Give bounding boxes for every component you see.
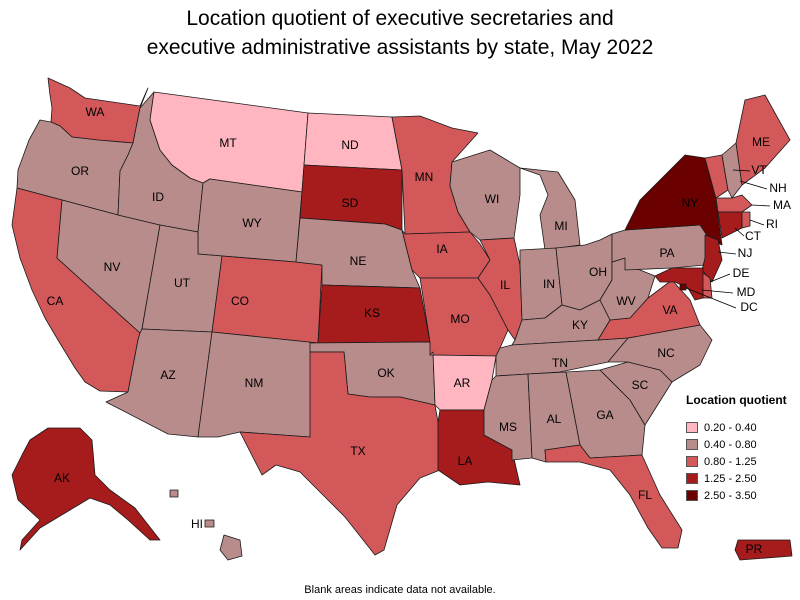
state-il[interactable]: [477, 237, 523, 341]
footnote: Blank areas indicate data not available.: [304, 584, 496, 596]
state-label-mt: MT: [219, 136, 237, 150]
state-ri[interactable]: [741, 211, 751, 229]
state-ma[interactable]: [715, 194, 753, 213]
state-label-nc: NC: [657, 346, 675, 360]
state-hi-island[interactable]: [169, 489, 179, 498]
state-label-pr: PR: [746, 542, 763, 556]
state-label-or: OR: [71, 164, 89, 178]
state-label-nm: NM: [245, 376, 264, 390]
state-hi-island[interactable]: [204, 519, 215, 528]
callout-ma: [751, 204, 771, 207]
state-mi[interactable]: [519, 167, 581, 251]
state-label-ri: RI: [766, 217, 778, 231]
state-label-nj: NJ: [738, 246, 753, 260]
state-label-wi: WI: [485, 192, 500, 206]
state-label-nh: NH: [769, 181, 786, 195]
state-label-dc: DC: [740, 300, 758, 314]
state-label-tx: TX: [350, 444, 365, 458]
state-label-ga: GA: [596, 408, 613, 422]
state-label-wv: WV: [616, 294, 635, 308]
state-label-ky: KY: [572, 318, 588, 332]
state-label-tn: TN: [552, 356, 568, 370]
legend-swatch-4: [686, 490, 698, 501]
us-states-map: WA OR CA NV ID MT WY UT AZ CO NM ND SD N…: [11, 77, 793, 561]
legend-label-3: 1.25 - 2.50: [704, 473, 757, 485]
state-label-in: IN: [543, 277, 555, 291]
state-label-fl: FL: [638, 488, 652, 502]
state-label-mn: MN: [415, 170, 434, 184]
legend-label-2: 0.80 - 1.25: [704, 456, 757, 468]
callout-vt: [732, 169, 751, 172]
state-label-mo: MO: [450, 312, 469, 326]
state-label-al: AL: [547, 412, 562, 426]
state-label-vt: VT: [751, 163, 767, 177]
state-label-me: ME: [752, 135, 770, 149]
legend-label-0: 0.20 - 0.40: [704, 422, 757, 434]
callout-nj: [717, 251, 737, 255]
state-co[interactable]: [211, 255, 323, 344]
state-label-ut: UT: [174, 276, 191, 290]
state-label-va: VA: [662, 303, 677, 317]
state-label-wy: WY: [242, 216, 261, 230]
state-me[interactable]: [735, 94, 791, 186]
state-label-il: IL: [500, 278, 510, 292]
legend-label-4: 2.50 - 3.50: [704, 490, 757, 502]
state-hi[interactable]: [219, 534, 243, 561]
state-label-ct: CT: [745, 229, 762, 243]
map-title-line2: executive administrative assistants by s…: [146, 36, 654, 59]
state-label-ak: AK: [54, 471, 70, 485]
state-label-mi: MI: [554, 219, 567, 233]
callout-ri: [749, 219, 765, 226]
state-label-de: DE: [733, 266, 750, 280]
legend-swatch-0: [686, 422, 698, 433]
state-nh[interactable]: [721, 142, 743, 199]
state-fl[interactable]: [544, 444, 683, 549]
state-labels: WA OR CA NV ID MT WY UT AZ CO NM ND SD N…: [47, 105, 791, 556]
state-label-md: MD: [737, 285, 756, 299]
callout-nh: [739, 180, 768, 190]
callout-lines: [685, 169, 771, 309]
map-title-line1: Location quotient of executive secretari…: [186, 7, 614, 30]
state-label-nv: NV: [104, 260, 121, 274]
callout-md: [701, 289, 734, 294]
state-tx[interactable]: [239, 351, 441, 556]
callout-ct: [734, 227, 745, 237]
state-label-wa: WA: [86, 105, 105, 119]
state-label-sc: SC: [632, 378, 649, 392]
state-label-ne: NE: [350, 254, 367, 268]
legend-swatch-1: [686, 439, 698, 450]
state-label-co: CO: [231, 294, 249, 308]
state-pr[interactable]: [734, 539, 793, 561]
state-label-ar: AR: [454, 376, 471, 390]
state-label-sd: SD: [342, 196, 359, 210]
state-label-ma: MA: [773, 198, 791, 212]
state-ct[interactable]: [717, 211, 743, 239]
state-label-ny: NY: [682, 196, 699, 210]
state-dc[interactable]: [679, 283, 687, 291]
state-nj[interactable]: [701, 234, 723, 283]
legend-title: Location quotient: [686, 393, 787, 407]
state-in[interactable]: [519, 247, 563, 321]
state-label-az: AZ: [160, 368, 175, 382]
legend-label-1: 0.40 - 0.80: [704, 439, 757, 451]
map-title: Location quotient of executive secretari…: [0, 4, 800, 62]
callout-dc: [685, 287, 737, 309]
state-label-nd: ND: [341, 138, 359, 152]
state-label-id: ID: [152, 190, 164, 204]
state-label-ca: CA: [47, 294, 64, 308]
state-label-ia: IA: [436, 242, 447, 256]
legend-swatch-2: [686, 456, 698, 467]
state-label-ok: OK: [377, 366, 394, 380]
state-label-oh: OH: [589, 265, 607, 279]
state-label-ks: KS: [364, 306, 380, 320]
state-label-pa: PA: [659, 246, 674, 260]
state-ak[interactable]: [11, 427, 161, 551]
state-label-ms: MS: [499, 420, 517, 434]
state-md[interactable]: [654, 267, 704, 301]
state-vt[interactable]: [704, 154, 729, 199]
legend-swatch-3: [686, 473, 698, 484]
callout-de: [709, 273, 731, 283]
state-label-hi: HI: [191, 517, 203, 531]
state-label-la: LA: [458, 454, 473, 468]
